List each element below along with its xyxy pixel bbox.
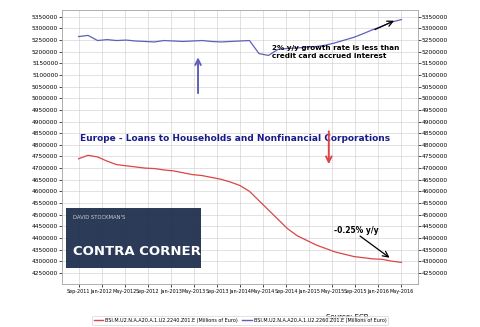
Text: DAVID STOCKMAN'S: DAVID STOCKMAN'S [73,215,125,220]
Text: -0.25% y/y: -0.25% y/y [334,227,378,235]
Bar [66,208,201,268]
Text: Source: ECB: Source: ECB [326,314,369,320]
Text: Europe - Loans to Households and Nonfinancial Corporations: Europe - Loans to Households and Nonfina… [80,134,390,144]
Text: 2% y/y growth rate is less than
credit card accrued interest: 2% y/y growth rate is less than credit c… [272,45,400,59]
Text: CONTRA CORNER: CONTRA CORNER [73,245,201,258]
Legend: BSI.M.U2.N.A.A20.A.1.U2.2240.Z01.E (Millions of Euro), BSI.M.U2.N.A.A20.A.1.U2.2: BSI.M.U2.N.A.A20.A.1.U2.2240.Z01.E (Mill… [92,316,388,325]
